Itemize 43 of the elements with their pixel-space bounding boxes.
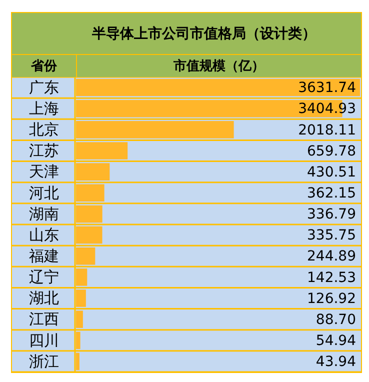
data-label: 659.78	[307, 143, 356, 160]
y-tick-label: 湖南	[29, 204, 59, 223]
bar	[76, 268, 88, 286]
bar	[76, 332, 80, 350]
x-axis-title: 市值规模（亿）	[172, 58, 266, 76]
data-label: 244.89	[307, 248, 356, 265]
bar	[76, 163, 110, 180]
data-label: 54.94	[316, 333, 356, 350]
chart-title: 半导体上市公司市值格局（设计类）	[12, 13, 361, 55]
bar	[76, 184, 104, 202]
y-tick-label: 四川	[29, 331, 59, 350]
data-label: 362.15	[307, 186, 356, 202]
data-label: 335.75	[307, 228, 356, 244]
y-tick-label: 福建	[29, 247, 59, 265]
data-label: 336.79	[307, 206, 356, 223]
bar	[76, 290, 86, 307]
data-label: 126.92	[307, 290, 356, 307]
bar	[76, 205, 102, 223]
y-tick-label: 山东	[29, 226, 59, 244]
data-label: 43.94	[316, 354, 356, 370]
y-tick-label: 湖北	[29, 289, 59, 308]
y-tick-label: 广东	[29, 78, 59, 96]
y-tick-label: 江西	[29, 310, 59, 328]
data-label: 430.51	[307, 164, 356, 180]
bar	[76, 78, 360, 96]
data-label: 2018.11	[298, 122, 356, 138]
data-label: 142.53	[307, 270, 356, 286]
bar	[76, 247, 96, 265]
bar	[76, 310, 83, 328]
y-tick-label: 北京	[29, 120, 59, 139]
y-tick-label: 辽宁	[29, 268, 59, 286]
y-tick-label: 浙江	[29, 352, 59, 370]
y-tick-label: 上海	[29, 100, 59, 118]
bar	[76, 121, 234, 138]
bar	[76, 142, 128, 160]
bar	[76, 226, 102, 244]
bar	[76, 352, 80, 370]
y-axis-title: 省份	[12, 55, 77, 77]
data-label: 3631.74	[298, 80, 356, 96]
y-tick-label: 江苏	[29, 142, 59, 160]
y-tick-label: 河北	[29, 184, 59, 202]
data-label: 88.70	[316, 312, 356, 328]
y-tick-label: 天津	[29, 162, 59, 181]
